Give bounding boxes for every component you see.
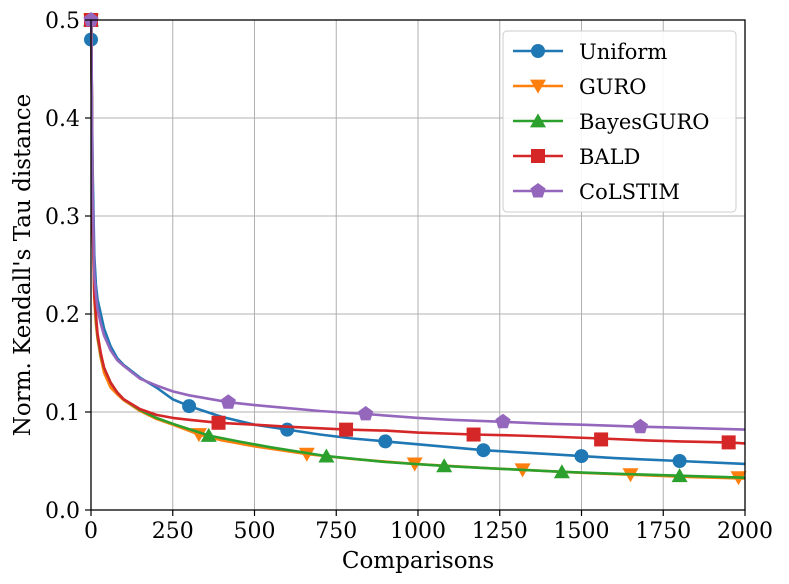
legend-label: GURO xyxy=(579,75,647,99)
data-point xyxy=(358,406,374,421)
data-point xyxy=(280,422,295,437)
legend-item: BALD xyxy=(513,145,640,169)
y-tick-label: 0.4 xyxy=(45,107,80,132)
legend-item: GURO xyxy=(513,75,647,99)
data-point xyxy=(671,468,688,483)
data-point xyxy=(466,427,481,442)
y-tick-label: 0.2 xyxy=(45,303,80,328)
y-tick-label: 0.3 xyxy=(45,205,80,230)
legend-marker xyxy=(531,149,545,163)
data-point xyxy=(318,448,335,463)
data-point xyxy=(436,458,453,473)
data-point xyxy=(220,394,236,409)
x-tick-label: 250 xyxy=(152,519,194,544)
series-uniform xyxy=(84,32,746,468)
x-tick-label: 0 xyxy=(84,519,98,544)
data-point xyxy=(339,422,354,437)
x-tick-label: 2000 xyxy=(717,519,773,544)
data-point xyxy=(211,415,226,430)
y-tick-label: 0.0 xyxy=(45,499,80,524)
legend-marker xyxy=(530,79,546,94)
data-point xyxy=(632,418,648,434)
data-point xyxy=(83,12,99,27)
legend-label: CoLSTIM xyxy=(579,180,680,204)
data-point xyxy=(495,413,511,429)
y-tick-label: 0.5 xyxy=(45,9,80,34)
data-point xyxy=(200,427,217,442)
x-tick-label: 1750 xyxy=(635,519,691,544)
data-point xyxy=(672,454,687,468)
legend-item: BayesGURO xyxy=(513,110,710,134)
legend-marker xyxy=(530,113,546,128)
legend-item: Uniform xyxy=(513,40,667,64)
legend-label: BALD xyxy=(579,145,640,169)
legend-label: Uniform xyxy=(579,40,667,64)
legend-marker xyxy=(531,44,545,58)
series-line xyxy=(90,39,746,466)
legend-box xyxy=(502,30,737,213)
legend-label: BayesGURO xyxy=(579,110,710,134)
data-point xyxy=(574,449,589,464)
data-point xyxy=(182,399,197,414)
x-tick-label: 500 xyxy=(234,519,276,544)
x-tick-label: 1000 xyxy=(390,519,446,544)
legend-item: CoLSTIM xyxy=(513,180,680,204)
x-tick-label: 750 xyxy=(315,519,357,544)
legend: Uniform GURO BayesGURO BALD CoLSTIM xyxy=(502,30,737,213)
y-axis-label: Norm. Kendall's Tau distance xyxy=(10,94,36,437)
series-line xyxy=(90,19,746,431)
data-point xyxy=(721,435,736,450)
x-tick-label: 1250 xyxy=(472,519,528,544)
data-point xyxy=(553,464,570,479)
series-layer xyxy=(83,12,747,486)
legend-marker xyxy=(530,183,546,198)
x-axis-label: Comparisons xyxy=(342,548,494,574)
data-point xyxy=(378,434,393,449)
data-point xyxy=(476,443,491,458)
series-colstim xyxy=(83,12,746,434)
y-tick-label: 0.1 xyxy=(45,401,80,426)
data-point xyxy=(594,432,609,447)
x-tick-label: 1500 xyxy=(554,519,610,544)
axis-ticks: 0 250 500 750 1000 1250 1500 1750 2000 0.0 0.1 0.2 0… xyxy=(45,9,773,544)
series-line xyxy=(90,19,746,445)
